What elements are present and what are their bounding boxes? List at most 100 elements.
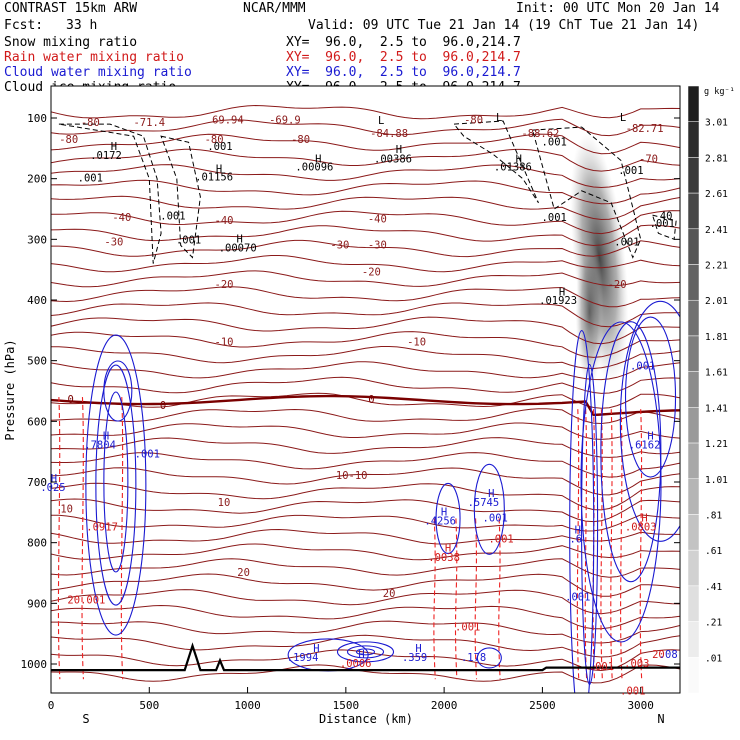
extrema-label: .001 — [620, 685, 645, 697]
extrema-label: .001 — [614, 236, 639, 248]
colorbar-level-label: 2.81 — [705, 153, 728, 164]
extrema-label: .00386 — [374, 153, 412, 165]
extrema-label: .001 — [488, 534, 513, 546]
extrema-label: .001 — [135, 449, 160, 461]
colorbar-level-label: 3.01 — [705, 118, 728, 129]
cloud-water-contour — [346, 645, 385, 659]
plot-frame — [50, 85, 681, 694]
x-tick-label: 500 — [139, 699, 159, 712]
cloud-water-contour — [569, 330, 595, 693]
cloud-water-contour — [95, 364, 137, 606]
rain-contour — [57, 397, 61, 680]
extrema-label: 20 — [652, 649, 665, 661]
colorbar-swatch — [687, 657, 700, 694]
isotherm-line — [51, 376, 680, 394]
isotherm-line — [51, 302, 680, 328]
snow-contour — [453, 120, 539, 204]
contour-label: -88.62 — [521, 128, 559, 140]
x-tick-label: 2000 — [431, 699, 458, 712]
isotherm-line — [51, 104, 680, 120]
isotherm-line — [51, 573, 680, 597]
south-label: S — [82, 712, 89, 726]
isotherm-line — [51, 316, 680, 345]
extrema-label: .003 — [624, 658, 649, 670]
colorbar-level-label: 1.61 — [705, 368, 728, 379]
extrema-label: H — [237, 233, 243, 245]
isotherm-line — [51, 255, 680, 273]
contour-label: -10 — [215, 337, 234, 349]
contour-label: -80 — [81, 117, 100, 129]
cloud-water-contour — [103, 391, 129, 573]
contour-label: -80 — [59, 134, 78, 146]
colorbar-swatch — [687, 407, 700, 444]
colorbar-unit: g kg⁻¹ — [704, 87, 735, 97]
cloud-water-contour — [581, 363, 599, 686]
legend-snow: Snow mixing ratio — [4, 35, 138, 50]
colorbar-swatch — [687, 85, 700, 122]
colorbar-swatch — [687, 478, 700, 515]
x-axis-title: Distance (km) — [319, 712, 413, 726]
contour-label: -71.4 — [133, 117, 165, 129]
extrema-label: .08 — [659, 649, 678, 661]
north-label: N — [657, 712, 664, 726]
extrema-label: .001 — [78, 173, 103, 185]
colorbar-level-label: .41 — [705, 582, 722, 593]
x-tick-label: 1000 — [234, 699, 261, 712]
isotherm-line — [51, 664, 680, 684]
cloud-water-contour — [103, 360, 133, 422]
isotherm-line — [51, 528, 680, 545]
colorbar-swatch — [687, 192, 700, 230]
cloud-water-contour — [624, 316, 677, 478]
contour-label: -10 — [407, 337, 426, 349]
isotherm-line — [51, 498, 680, 523]
extrema-label: .001 — [542, 212, 567, 224]
contour-label: -20 — [362, 267, 381, 279]
x-tick-label: 2500 — [529, 699, 556, 712]
y-tick-label: 600 — [27, 415, 47, 428]
colorbar-swatch — [687, 549, 700, 587]
colorbar-level-label: .61 — [705, 546, 722, 557]
cloud-water-contour — [473, 463, 505, 555]
contour-label: 0 — [160, 400, 166, 412]
extrema-label: .001 — [565, 591, 590, 603]
valid-time: Valid: 09 UTC Tue 21 Jan 14 (19 ChT Tue … — [308, 18, 700, 33]
contour-label: 0 — [368, 394, 374, 406]
contour-label: -80 — [464, 114, 483, 126]
isotherm-line — [51, 634, 680, 658]
legend-rain: Rain water mixing ratio — [4, 50, 185, 65]
colorbar-level-label: .21 — [705, 618, 722, 629]
contour-label: -80 — [205, 134, 224, 146]
colorbar-swatch — [687, 585, 700, 622]
extrema-label: .0172 — [90, 150, 122, 162]
y-tick-label: 500 — [27, 355, 47, 368]
forecast-hour: 33 h — [66, 18, 98, 33]
isotherm-line — [51, 148, 680, 172]
contour-label: 20 — [237, 567, 250, 579]
extrema-label: .001 — [630, 361, 655, 373]
extrema-label: H — [559, 287, 565, 299]
isotherm-line — [51, 514, 680, 532]
extrema-label: H — [313, 643, 319, 655]
contour-label: 0 — [68, 394, 74, 406]
snow-contour — [160, 135, 201, 259]
cloud-water-contour — [476, 647, 502, 669]
ice-shading-lower — [575, 237, 604, 388]
extrema-label: H — [415, 643, 421, 655]
colorbar-level-label: 1.41 — [705, 403, 728, 414]
cloud-water-contour — [619, 300, 680, 542]
contour-label: -70 — [639, 153, 658, 165]
extrema-label: H — [103, 431, 109, 443]
legend-cloud-water: Cloud water mixing ratio — [4, 65, 192, 80]
isotherm-line — [51, 224, 680, 247]
terrain-line — [51, 642, 680, 672]
extrema-label: .001 — [455, 622, 480, 634]
extrema-label: L — [496, 112, 502, 124]
y-tick-label: 100 — [27, 112, 47, 125]
extrema-label: H — [516, 153, 522, 165]
extrema-label: .0917 — [86, 522, 118, 534]
x-tick-label: 1500 — [333, 699, 360, 712]
colorbar-swatch — [687, 121, 700, 158]
isotherm-line — [51, 270, 680, 288]
isotherm-line — [51, 118, 680, 137]
cloud-water-contour — [600, 321, 662, 583]
